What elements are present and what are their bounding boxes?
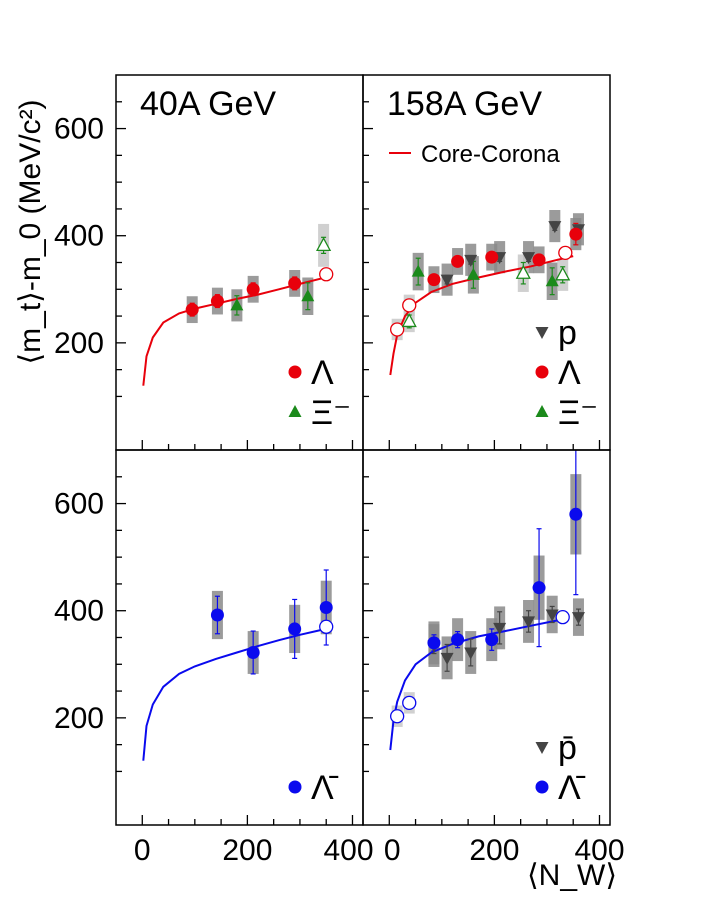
panel-plot-area — [389, 210, 585, 376]
panel-top-left: 40A GeV ΛΞ⁻ — [140, 85, 351, 432]
x-tick-label: 0 — [134, 834, 151, 867]
legend-label: p̄ — [558, 729, 577, 767]
data-point — [555, 609, 570, 625]
legend-label: Ξ⁻ — [311, 394, 351, 432]
data-point — [315, 236, 332, 252]
legend-curve-label: Core-Corona — [421, 141, 560, 168]
data-point — [548, 221, 562, 234]
data-point — [485, 250, 499, 264]
panel-bottom-right: p̄Λ̄ — [389, 450, 586, 807]
data-point — [451, 633, 465, 647]
panel-title: 158A GeV — [387, 85, 542, 123]
legend-label: Λ — [311, 354, 334, 392]
model-curve — [389, 617, 569, 751]
legend-label: Λ — [558, 354, 581, 392]
data-point — [545, 274, 559, 287]
data-point — [571, 612, 585, 625]
data-point — [522, 616, 536, 629]
x-tick-label: 200 — [469, 834, 519, 867]
panel-bottom-left: Λ̄ — [142, 569, 339, 807]
legend-marker — [288, 780, 302, 794]
legend-label: Λ̄ — [311, 769, 339, 807]
data-point — [515, 264, 531, 279]
legend-marker — [288, 365, 302, 379]
x-tick-label: 400 — [574, 834, 624, 867]
model-curve — [142, 627, 327, 761]
y-tick-label: 600 — [54, 113, 104, 146]
y-tick-label: 400 — [54, 595, 104, 628]
panel-plot-area — [142, 223, 334, 386]
data-point — [401, 313, 417, 328]
data-point — [210, 294, 224, 308]
data-point — [532, 253, 546, 267]
data-point — [485, 633, 499, 647]
data-point — [466, 267, 480, 280]
legend-marker — [288, 405, 302, 417]
data-point — [288, 622, 302, 636]
data-point — [558, 245, 573, 261]
data-point — [319, 601, 333, 614]
data-point — [545, 609, 559, 622]
data-point — [522, 252, 536, 265]
y-tick-label: 200 — [54, 327, 104, 360]
y-tick-label: 200 — [54, 702, 104, 735]
legend-marker — [535, 327, 549, 339]
x-tick-label: 0 — [384, 834, 401, 867]
legend-label: Ξ⁻ — [558, 394, 598, 432]
data-point — [390, 322, 405, 337]
axes-group: 200 200 400 400 600 600 0 0 200 200 400 400 — [54, 74, 625, 867]
data-point — [301, 289, 315, 302]
panel-top-right: 158A GeV Core-Corona pΛΞ⁻ — [387, 85, 598, 432]
y-axis-label: ⟨m_t⟩-m_0 (MeV/c²) — [14, 99, 47, 364]
data-point — [288, 276, 302, 290]
data-point — [569, 227, 583, 241]
data-point — [440, 652, 454, 665]
data-point — [493, 622, 507, 635]
data-point — [464, 647, 478, 660]
legend-label: Λ̄ — [558, 769, 586, 807]
legend-marker — [535, 780, 549, 794]
legend-marker — [535, 742, 549, 754]
data-point — [427, 636, 441, 650]
data-point — [185, 303, 199, 317]
data-point — [555, 266, 571, 281]
panel-plot-area — [142, 569, 334, 761]
y-tick-label: 400 — [54, 220, 104, 253]
legend-marker — [535, 405, 549, 417]
data-point — [464, 254, 478, 267]
x-axis-label: ⟨N_W⟩ — [527, 859, 617, 892]
data-point — [210, 608, 224, 622]
legend-marker — [535, 365, 549, 379]
legend-label: p — [558, 314, 577, 352]
data-point — [246, 282, 260, 296]
data-point — [440, 274, 454, 287]
panel-title: 40A GeV — [140, 85, 276, 123]
data-point — [390, 709, 405, 724]
x-tick-label: 400 — [323, 834, 373, 867]
y-tick-label: 600 — [54, 488, 104, 521]
data-point — [402, 298, 417, 313]
data-point — [230, 298, 244, 311]
x-tick-label: 200 — [222, 834, 272, 867]
data-point — [569, 507, 583, 521]
data-point — [411, 264, 425, 277]
panel-plot-area — [389, 450, 585, 751]
data-point — [532, 581, 546, 595]
data-point — [451, 254, 465, 268]
data-point — [319, 619, 334, 634]
data-point — [319, 267, 334, 282]
data-point — [427, 273, 441, 287]
data-point — [402, 695, 417, 711]
data-point — [246, 646, 260, 659]
